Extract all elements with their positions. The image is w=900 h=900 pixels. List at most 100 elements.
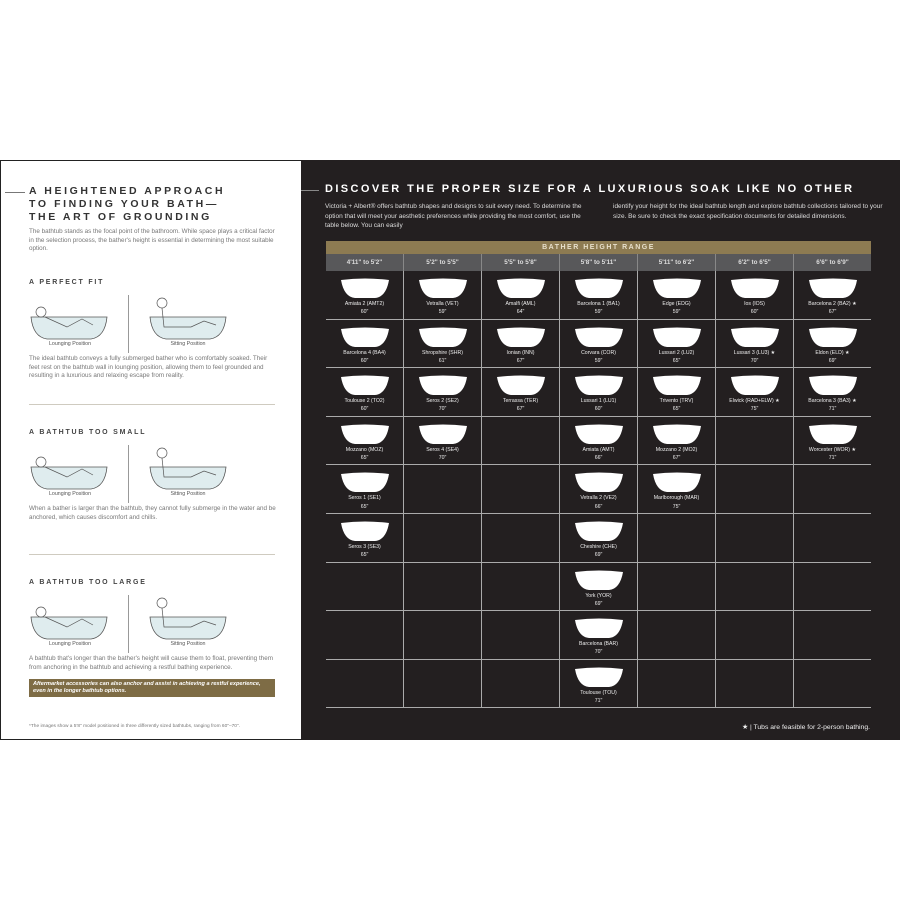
table-row: Amiata 2 (AMT2) 60" Vetralla (VET) 59" Amalf… xyxy=(326,271,871,320)
bathtub-name: Elwick (RAD+ELW) ★ xyxy=(729,398,780,405)
sitting-caption: Sitting Position xyxy=(170,491,206,497)
bathtub-name: Mozzano (MOZ) xyxy=(345,446,384,453)
empty-cell xyxy=(404,611,482,659)
bathtub-cell[interactable]: Barcelona 4 (BA4) 60" xyxy=(326,319,404,368)
brochure-spread: A HEIGHTENED APPROACH TO FINDING YOUR BA… xyxy=(0,160,900,740)
bathtub-cell[interactable]: Barcelona (BAR) 70" xyxy=(560,611,638,659)
section-text: A bathtub that's longer than the bather'… xyxy=(29,655,273,671)
bathtub-cell[interactable]: Amalfi (AML) 64" xyxy=(482,271,560,319)
bathtub-icon xyxy=(574,618,623,639)
bathtub-cell[interactable]: Ionian (INN) 67" xyxy=(482,319,560,368)
bathtub-cell[interactable]: Cheshire (CHE) 69" xyxy=(560,513,638,562)
bathtub-cell[interactable]: Amiata (AMT) 66" xyxy=(560,416,638,465)
bathtub-length: 65" xyxy=(360,455,369,462)
bathtub-cell[interactable]: Mozzano 2 (MO2) 67" xyxy=(638,416,716,465)
sitting-caption: Sitting Position xyxy=(170,341,206,347)
empty-cell xyxy=(482,659,560,708)
bathtub-cell[interactable]: Ios (IOS) 60" xyxy=(716,271,794,319)
right-title: DISCOVER THE PROPER SIZE FOR A LUXURIOUS… xyxy=(325,183,855,195)
bathtub-cell[interactable]: Barcelona 1 (BA1) 59" xyxy=(560,271,638,319)
section-divider xyxy=(29,554,275,555)
empty-cell xyxy=(404,513,482,562)
illustration-divider xyxy=(128,595,129,653)
bathtub-cell[interactable]: Marlborough (MAR) 75" xyxy=(638,465,716,513)
bathtub-cell[interactable]: Vetralla (VET) 59" xyxy=(404,271,482,319)
bathtub-length: 60" xyxy=(594,406,603,413)
sitting-illustration xyxy=(146,445,231,495)
bathtub-name: Cheshire (CHE) xyxy=(580,543,617,550)
bathtub-icon xyxy=(652,472,701,493)
intro-paragraph-1: Victoria + Albert® offers bathtub shapes… xyxy=(325,203,582,229)
bathtub-icon xyxy=(418,375,467,396)
bathtub-icon xyxy=(574,375,623,396)
bathtub-name: Barcelona 2 (BA2) ★ xyxy=(808,301,857,307)
bathtub-cell[interactable]: Trivento (TRV) 65" xyxy=(638,368,716,416)
bathtub-cell[interactable]: Elwick (RAD+ELW) ★ 75" xyxy=(716,368,794,416)
bathtub-cell[interactable]: Amiata 2 (AMT2) 60" xyxy=(326,271,404,319)
bathtub-name: Seros 1 (SE1) xyxy=(348,495,381,502)
bathtub-cell[interactable]: Lussari 3 (LU3) ★ 70" xyxy=(716,319,794,368)
bathtub-name: Seros 2 (SE2) xyxy=(426,398,459,405)
bathtub-cell[interactable]: Lussari 2 (LU2) 65" xyxy=(638,319,716,368)
bathtub-cell[interactable]: Toulouse 2 (TO2) 60" xyxy=(326,368,404,416)
bathtub-cell[interactable]: Lussari 1 (LU1) 60" xyxy=(560,368,638,416)
bathtub-icon xyxy=(496,278,545,298)
empty-cell xyxy=(716,659,794,708)
right-page: DISCOVER THE PROPER SIZE FOR A LUXURIOUS… xyxy=(301,160,900,740)
bathtub-cell[interactable]: Toulouse (TOU) 71" xyxy=(560,659,638,708)
lounging-illustration xyxy=(27,595,112,645)
lounging-illustration xyxy=(27,295,112,345)
bathtub-cell[interactable]: Vetralla 2 (VE2) 66" xyxy=(560,465,638,513)
bathtub-length: 65" xyxy=(360,503,369,510)
sitting-caption: Sitting Position xyxy=(170,641,206,647)
bathtub-name: Corvara (COR) xyxy=(581,349,616,356)
bathtub-cell[interactable]: Barcelona 2 (BA2) ★ 67" xyxy=(794,271,871,319)
height-range-header: 5'5" to 5'8" xyxy=(482,254,560,271)
empty-cell xyxy=(404,659,482,708)
bathtub-cell[interactable]: Worcester (WOR) ★ 71" xyxy=(794,417,871,465)
empty-cell xyxy=(794,611,871,659)
bathtub-cell[interactable]: Barcelona 3 (BA3) ★ 71" xyxy=(794,368,871,416)
bathtub-icon xyxy=(496,327,545,347)
bathtub-cell[interactable]: Eldon (ELD) ★ 69" xyxy=(794,320,871,368)
bathtub-icon xyxy=(340,521,389,541)
bathtub-cell[interactable]: Seros 1 (SE1) 65" xyxy=(326,465,404,513)
section-heading: A BATHTUB TOO LARGE xyxy=(29,579,147,586)
title-rule xyxy=(301,190,319,191)
section-heading: A PERFECT FIT xyxy=(29,279,105,286)
accessories-note: Aftermarket accessories can also anchor … xyxy=(29,679,275,697)
bathtub-length: 71" xyxy=(594,698,603,705)
table-row: Barcelona (BAR) 70" xyxy=(326,611,871,660)
height-range-header: 6'2" to 6'5" xyxy=(716,254,794,271)
bathtub-name: Edge (EDG) xyxy=(662,301,691,307)
bathtub-cell[interactable]: Seros 4 (SE4) 70" xyxy=(404,416,482,465)
illustration-divider xyxy=(128,445,129,503)
section-text: When a bather is larger than the bathtub… xyxy=(29,505,276,521)
empty-cell xyxy=(638,611,716,659)
bathtub-cell[interactable]: Seros 2 (SE2) 70" xyxy=(404,368,482,416)
bathtub-icon xyxy=(730,278,779,298)
empty-cell xyxy=(638,513,716,562)
bathtub-cell[interactable]: York (YOR) 69" xyxy=(560,562,638,611)
bathtub-name: Shropshire (SHR) xyxy=(422,349,463,356)
bathtub-cell[interactable]: Corvara (COR) 59" xyxy=(560,319,638,368)
bathtub-length: 71" xyxy=(828,455,837,462)
bathtub-cell[interactable]: Edge (EDG) 59" xyxy=(638,271,716,319)
table-row: Seros 3 (SE3) 65" Cheshire (CHE) 69" xyxy=(326,513,871,563)
bathtub-name: Barcelona 1 (BA1) xyxy=(577,301,620,307)
bathtub-length: 66" xyxy=(594,503,603,510)
bathtub-cell[interactable]: Terrassa (TER) 67" xyxy=(482,368,560,416)
title-rule xyxy=(5,192,25,193)
bathtub-length: 71" xyxy=(828,406,837,413)
bathtub-cell[interactable]: Mozzano (MOZ) 65" xyxy=(326,416,404,465)
sitting-illustration xyxy=(146,295,231,345)
bathtub-icon xyxy=(340,375,389,396)
bathtub-name: Mozzano 2 (MO2) xyxy=(655,446,698,453)
bathtub-cell[interactable]: Shropshire (SHR) 61" xyxy=(404,319,482,368)
empty-cell xyxy=(794,514,871,562)
bathtub-cell[interactable]: Seros 3 (SE3) 65" xyxy=(326,513,404,562)
bathtub-name: Seros 3 (SE3) xyxy=(348,543,381,550)
bathtub-length: 59" xyxy=(594,357,603,364)
section-divider xyxy=(29,404,275,405)
empty-cell xyxy=(482,562,560,611)
